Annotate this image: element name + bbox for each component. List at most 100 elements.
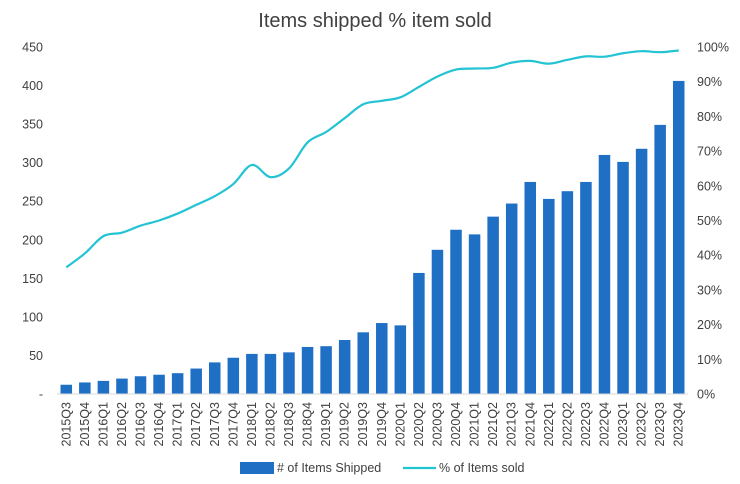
bar: [598, 154, 611, 394]
x-tick-label: 2016Q3: [134, 402, 148, 447]
x-tick-label: 2017Q4: [226, 402, 240, 447]
bar: [468, 234, 481, 394]
x-tick-label: 2023Q3: [653, 402, 667, 447]
bar: [394, 325, 407, 394]
x-tick-label: 2021Q1: [468, 402, 482, 447]
x-tick-label: 2019Q2: [338, 402, 352, 447]
bar: [264, 353, 277, 394]
bar: [301, 346, 314, 394]
chart-title: Items shipped % item sold: [258, 10, 491, 32]
x-axis: 2015Q3 2015Q4 2016Q1 2016Q2 2016Q3 2016Q4 2017…: [57, 393, 688, 447]
bar: [79, 382, 91, 394]
bar: [543, 198, 555, 394]
bar: [134, 376, 147, 394]
bar: [338, 340, 351, 394]
bar: [561, 191, 574, 394]
line-series: [65, 49, 679, 269]
y-left-tick-label: 450: [22, 41, 43, 55]
bar: [116, 378, 128, 394]
bar: [580, 181, 592, 394]
bar: [208, 362, 221, 394]
x-tick-label: 2020Q2: [412, 402, 426, 447]
bar: [524, 181, 537, 394]
bar: [450, 229, 462, 394]
x-tick-label: 2022Q2: [560, 402, 574, 447]
y-right-tick-label: 30%: [697, 283, 722, 297]
bar-series: [60, 80, 685, 394]
bar: [654, 124, 666, 394]
x-tick-label: 2023Q2: [635, 402, 649, 447]
x-tick-label: 2016Q2: [115, 402, 129, 447]
x-tick-label: 2019Q1: [319, 402, 333, 447]
y-left-tick-label: 150: [22, 272, 43, 286]
left-axis: - 50 100 150 200 250 300 350 400 450: [22, 41, 43, 402]
y-right-tick-label: 50%: [697, 214, 722, 228]
x-tick-label: 2020Q3: [430, 402, 444, 447]
bar: [505, 203, 518, 394]
bar: [487, 216, 499, 394]
x-tick-label: 2020Q1: [393, 402, 407, 447]
y-right-tick-label: 70%: [697, 145, 722, 159]
x-tick-label: 2015Q4: [78, 402, 92, 447]
y-right-tick-label: 80%: [697, 110, 722, 124]
bar: [246, 353, 258, 394]
bar: [672, 80, 685, 394]
x-tick-label: 2018Q3: [282, 402, 296, 447]
x-tick-label: 2017Q1: [171, 402, 185, 447]
right-axis: 0% 10% 20% 30% 40% 50% 60% 70% 80% 90% 100%: [697, 41, 729, 402]
x-tick-label: 2022Q1: [542, 402, 556, 447]
bar: [431, 249, 444, 394]
x-tick-label: 2019Q4: [375, 402, 389, 447]
y-right-tick-label: 0%: [697, 388, 715, 402]
x-tick-label: 2023Q4: [672, 402, 686, 447]
x-tick-label: 2018Q1: [245, 402, 259, 447]
bar: [320, 346, 332, 394]
y-right-tick-label: 100%: [697, 41, 729, 55]
y-left-tick-label: 50: [29, 349, 43, 363]
bar: [635, 148, 648, 394]
x-tick-label: 2017Q2: [189, 402, 203, 447]
legend-label-shipped: # of Items Shipped: [277, 461, 381, 475]
bar: [376, 323, 388, 394]
x-tick-label: 2021Q3: [505, 402, 519, 447]
y-left-tick-label: 250: [22, 195, 43, 209]
y-right-tick-label: 90%: [697, 75, 722, 89]
bar: [153, 374, 165, 394]
y-left-tick-label: -: [39, 388, 43, 402]
y-right-tick-label: 10%: [697, 353, 722, 367]
bar: [617, 161, 629, 394]
bar: [171, 373, 184, 394]
bar: [357, 332, 369, 394]
y-left-tick-label: 400: [22, 79, 43, 93]
y-left-tick-label: 350: [22, 118, 43, 132]
x-tick-label: 2022Q4: [597, 402, 611, 447]
x-tick-label: 2016Q1: [96, 402, 110, 447]
x-tick-label: 2018Q4: [301, 402, 315, 447]
bar: [413, 272, 425, 394]
x-tick-label: 2023Q1: [616, 402, 630, 447]
legend-swatch-shipped: [240, 462, 274, 474]
legend: # of Items Shipped % of Items sold: [240, 461, 524, 475]
bar: [227, 357, 240, 394]
y-left-tick-label: 200: [22, 233, 43, 247]
x-tick-label: 2019Q3: [356, 402, 370, 447]
legend-label-sold: % of Items sold: [439, 461, 524, 475]
y-right-tick-label: 60%: [697, 179, 722, 193]
y-right-tick-label: 20%: [697, 318, 722, 332]
bar: [60, 384, 73, 394]
y-left-tick-label: 300: [22, 156, 43, 170]
x-tick-label: 2021Q4: [523, 402, 537, 447]
x-tick-label: 2015Q3: [59, 402, 73, 447]
x-tick-label: 2020Q4: [449, 402, 463, 447]
y-right-tick-label: 40%: [697, 249, 722, 263]
x-tick-label: 2016Q4: [152, 402, 166, 447]
x-tick-label: 2021Q2: [486, 402, 500, 447]
x-tick-label: 2018Q2: [263, 402, 277, 447]
line-path: [65, 49, 679, 269]
x-tick-label: 2017Q3: [208, 402, 222, 447]
bar: [190, 368, 202, 394]
bar: [283, 352, 295, 394]
bar: [97, 380, 110, 394]
x-tick-label: 2022Q3: [579, 402, 593, 447]
